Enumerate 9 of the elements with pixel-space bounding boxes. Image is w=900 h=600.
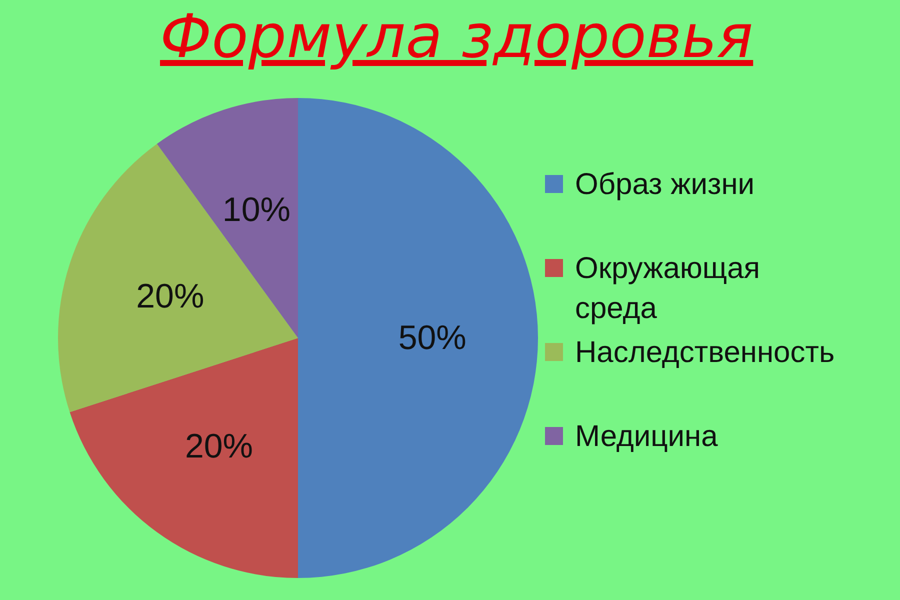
data-label: 10% [222,191,290,230]
chart-title: Формула здоровья [160,2,754,72]
legend-label: Медицина [575,419,718,455]
data-label: 20% [184,428,254,466]
legend-label: Образ жизни [575,167,755,203]
data-label: 20% [136,277,204,316]
data-label: 50% [398,319,466,357]
legend-label: Наследственность [575,335,835,371]
legend-label: Окружающая среда [575,251,762,327]
